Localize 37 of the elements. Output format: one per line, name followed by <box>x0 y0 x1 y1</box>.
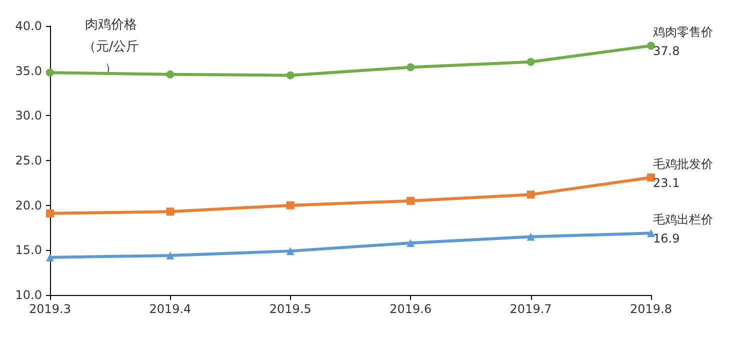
point <box>647 42 655 50</box>
y-tick-label: 15.0 <box>15 243 42 258</box>
point <box>526 58 535 66</box>
point <box>406 196 415 205</box>
y-tick-label: 25.0 <box>15 154 42 168</box>
data-label: 37.8 <box>653 44 680 58</box>
data-label: 16.9 <box>653 232 680 246</box>
series-label: 毛鸡出栏价 <box>653 212 713 227</box>
point <box>286 201 294 210</box>
point <box>286 71 294 80</box>
x-tick-label: 2019.6 <box>390 302 432 316</box>
point <box>166 252 174 260</box>
series-label: 鸡肉零售价 <box>652 25 713 40</box>
point <box>647 229 655 238</box>
y-tick-label: 30.0 <box>15 108 42 123</box>
y-tick-label: 40.0 <box>15 19 42 33</box>
series-label: 毛鸡批发价 <box>653 157 713 172</box>
y-tick-label: 35.0 <box>15 64 42 78</box>
point <box>526 190 535 199</box>
y-tick-label: 20.0 <box>15 198 42 212</box>
point <box>647 174 655 182</box>
point <box>286 247 294 256</box>
x-tick-label: 2019.4 <box>149 302 192 316</box>
x-tick-label: 2019.8 <box>630 302 672 316</box>
x-tick-label: 2019.3 <box>29 302 71 316</box>
y-tick-label: 10.0 <box>15 288 42 302</box>
point <box>46 253 54 262</box>
x-tick-label: 2019.5 <box>269 302 312 316</box>
data-label: 23.1 <box>653 176 680 190</box>
point <box>406 238 415 247</box>
point <box>526 232 535 241</box>
point <box>46 68 54 77</box>
x-tick-label: 2019.7 <box>510 302 552 316</box>
point <box>406 63 415 72</box>
point <box>166 70 174 78</box>
point <box>166 208 174 216</box>
point <box>46 209 54 218</box>
